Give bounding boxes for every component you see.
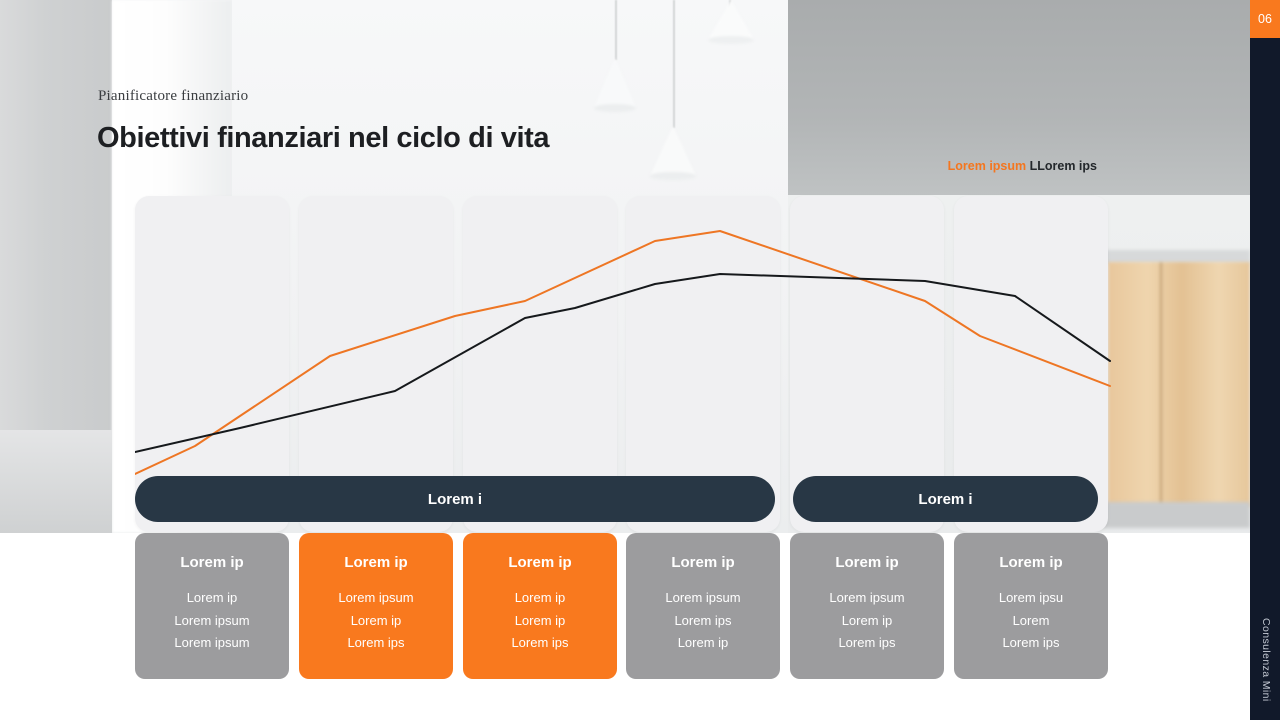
detail-card-body: Lorem ipsum Lorem ip Lorem ips (829, 590, 905, 650)
photo-upper-right-wall (788, 0, 1250, 195)
detail-card[interactable]: Lorem ip Lorem ipsum Lorem ips Lorem ip (626, 533, 780, 679)
phase-pill-label: Lorem i (427, 490, 483, 508)
pendant-lamp-2 (594, 58, 636, 112)
pendant-lamp-3 (650, 126, 696, 180)
phase-pill[interactable]: Lorem i (135, 476, 775, 522)
background-photo (0, 0, 1250, 533)
phase-pill[interactable]: Lorem i (793, 476, 1098, 522)
detail-card[interactable]: Lorem ip Lorem ip Lorem ipsum Lorem ipsu… (135, 533, 289, 679)
photo-counter-base (1100, 502, 1250, 528)
detail-card-row: Lorem ip Lorem ip Lorem ipsum Lorem ipsu… (135, 533, 1110, 679)
detail-card-title: Lorem ip (508, 554, 572, 571)
lamp-cord-2 (615, 0, 617, 60)
detail-card-title: Lorem ip (344, 554, 408, 571)
pendant-lamp-1 (708, 0, 754, 44)
detail-card-body: Lorem ipsum Lorem ip Lorem ips (338, 590, 414, 650)
detail-card[interactable]: Lorem ip Lorem ipsum Lorem ip Lorem ips (299, 533, 453, 679)
detail-card[interactable]: Lorem ip Lorem ipsum Lorem ip Lorem ips (790, 533, 944, 679)
sidebar-vertical-label: Consulenza Mini (1260, 618, 1272, 702)
right-sidebar: Consulenza Mini (1250, 0, 1280, 720)
detail-card-body: Lorem ipsu Lorem Lorem ips (998, 590, 1064, 650)
detail-card[interactable]: Lorem ip Lorem ip Lorem ip Lorem ips (463, 533, 617, 679)
detail-card-body: Lorem ipsum Lorem ips Lorem ip (665, 590, 741, 650)
photo-floor (0, 430, 112, 533)
legend-series-2-label: LLorem ips (1029, 159, 1097, 173)
phase-pill-label: Lorem i (918, 490, 973, 508)
kicker-text: Pianificatore finanziario (98, 88, 249, 104)
page-title: Obiettivi finanziari nel ciclo di vita (97, 122, 550, 154)
lamp-cord-3 (673, 0, 675, 128)
detail-card-body: Lorem ip Lorem ip Lorem ips (511, 590, 569, 650)
detail-card-title: Lorem ip (671, 554, 735, 571)
photo-wood-cabinet (1108, 262, 1250, 507)
legend-series-1-label: Lorem ipsum (947, 159, 1027, 173)
detail-card-body: Lorem ip Lorem ipsum Lorem ipsum (174, 590, 250, 650)
slide-number-badge: 06 (1250, 0, 1280, 38)
detail-card-title: Lorem ip (835, 554, 899, 571)
detail-card[interactable]: Lorem ip Lorem ipsu Lorem Lorem ips (954, 533, 1108, 679)
detail-card-title: Lorem ip (180, 554, 244, 571)
photo-counter-top (1100, 250, 1250, 264)
chart-legend: Lorem ipsum LLorem ips (948, 159, 1097, 173)
detail-card-title: Lorem ip (999, 554, 1063, 571)
